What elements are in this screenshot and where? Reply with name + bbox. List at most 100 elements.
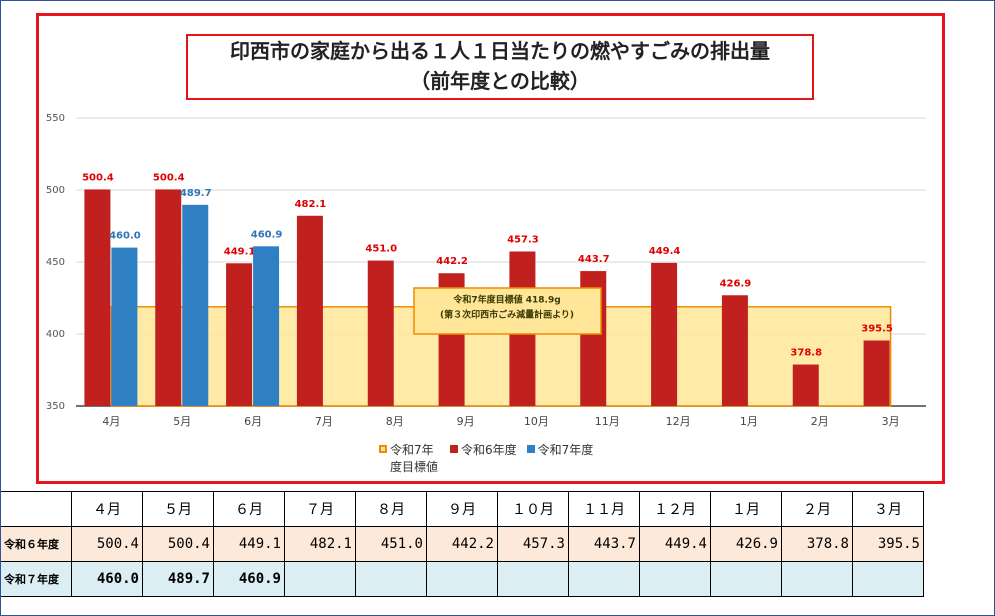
annotation-box xyxy=(413,287,602,335)
table-corner xyxy=(1,491,72,527)
data-label: 395.5 xyxy=(861,323,893,334)
table-header-cell: １２月 xyxy=(639,491,711,527)
table-row-label: 令和６年度 xyxy=(1,526,72,562)
annotation: (第３次印西市ごみ減量計画より) xyxy=(440,309,574,321)
table-cell: 482.1 xyxy=(284,526,356,562)
table-cell xyxy=(284,561,356,597)
legend: 令和7年度目標値 令和6年度 令和7年度 xyxy=(379,441,593,475)
y-tick-label: 350 xyxy=(46,401,65,412)
legend-item: 令和7年度 xyxy=(526,441,594,475)
table-cell xyxy=(426,561,498,597)
table-cell: 500.4 xyxy=(142,526,214,562)
legend-label: 令和6年度 xyxy=(461,443,517,457)
bar xyxy=(253,246,280,406)
legend-item: 令和6年度 xyxy=(450,441,517,475)
table-row: 令和７年度 460.0 489.7 460.9 xyxy=(1,561,924,597)
x-tick-label: 6月 xyxy=(244,415,262,428)
bar xyxy=(863,340,890,406)
table-cell: 443.7 xyxy=(568,526,640,562)
table-header-cell: ６月 xyxy=(213,491,285,527)
table-cell: 457.3 xyxy=(497,526,569,562)
y-tick-label: 550 xyxy=(46,113,65,124)
x-tick-label: 7月 xyxy=(315,415,333,428)
x-tick-label: 1月 xyxy=(740,415,758,428)
y-tick-label: 400 xyxy=(46,329,65,340)
table-cell: 460.9 xyxy=(213,561,285,597)
annotation: 令和7年度目標値 418.9g xyxy=(452,294,560,306)
data-label: 482.1 xyxy=(295,199,327,210)
bar xyxy=(792,364,819,406)
table-row-label: 令和７年度 xyxy=(1,561,72,597)
chart-frame xyxy=(36,13,945,484)
legend-label: 令和7年度 xyxy=(537,443,594,457)
table-header-cell: ２月 xyxy=(781,491,853,527)
legend-item: 令和7年度目標値 xyxy=(379,441,440,475)
table-header-cell: ７月 xyxy=(284,491,356,527)
table-cell xyxy=(497,561,569,597)
legend-label: 令和7年度目標値 xyxy=(390,443,439,474)
table-header-cell: １月 xyxy=(710,491,782,527)
table-row: 令和６年度 500.4 500.4 449.1 482.1 451.0 442.2 457.3… xyxy=(1,526,924,562)
bar xyxy=(296,215,323,406)
data-label: 500.4 xyxy=(153,172,185,183)
data-label: 442.2 xyxy=(436,256,468,267)
table-cell xyxy=(355,561,427,597)
chart-subtitle: （前年度との比較） xyxy=(410,69,590,93)
data-label: 443.7 xyxy=(578,254,610,265)
x-tick-label: 5月 xyxy=(173,415,191,428)
table-header-cell: ３月 xyxy=(852,491,924,527)
table-cell xyxy=(781,561,853,597)
data-label: 460.0 xyxy=(109,231,141,242)
table-header-cell: ９月 xyxy=(426,491,498,527)
x-tick-label: 11月 xyxy=(595,415,620,428)
table-cell: 449.4 xyxy=(639,526,711,562)
table-cell: 378.8 xyxy=(781,526,853,562)
title-box: 印西市の家庭から出る１人１日当たりの燃やすごみの排出量 （前年度との比較） xyxy=(186,34,814,100)
table-cell: 500.4 xyxy=(71,526,143,562)
data-table: ４月 ５月 ６月 ７月 ８月 ９月 １０月 １１月 １２月 １月 ２月 ３月 令和６年度 500.4 500… xyxy=(1,491,924,597)
bar xyxy=(651,262,678,406)
table-cell: 489.7 xyxy=(142,561,214,597)
bar xyxy=(721,295,748,406)
bar xyxy=(84,189,111,406)
table-header-cell: １０月 xyxy=(497,491,569,527)
data-label: 449.4 xyxy=(649,246,681,257)
chart: 350 400 450 500 550 500.4 500.4 449.1 482.1 451.0… xyxy=(46,113,926,428)
data-label: 489.7 xyxy=(180,188,212,199)
x-tick-label: 3月 xyxy=(882,415,900,428)
data-label: 457.3 xyxy=(507,234,539,245)
table-cell: 451.0 xyxy=(355,526,427,562)
bar xyxy=(182,204,209,406)
table-cell xyxy=(710,561,782,597)
data-label: 378.8 xyxy=(790,348,822,359)
legend-swatch xyxy=(450,445,458,453)
data-label: 451.0 xyxy=(365,244,397,255)
bar xyxy=(367,260,394,406)
x-tick-label: 4月 xyxy=(102,415,120,428)
data-label: 460.9 xyxy=(251,229,283,240)
table-cell xyxy=(852,561,924,597)
data-label: 426.9 xyxy=(720,278,752,289)
table-cell: 442.2 xyxy=(426,526,498,562)
table-header-cell: ８月 xyxy=(355,491,427,527)
x-tick-label: 10月 xyxy=(524,415,549,428)
table-cell: 460.0 xyxy=(71,561,143,597)
data-label: 500.4 xyxy=(82,172,114,183)
table-cell xyxy=(639,561,711,597)
table-cell: 426.9 xyxy=(710,526,782,562)
legend-swatch xyxy=(379,445,387,453)
legend-swatch xyxy=(526,445,535,453)
x-tick-label: 9月 xyxy=(457,415,475,428)
bar xyxy=(155,189,182,406)
table-cell: 395.5 xyxy=(852,526,924,562)
data-label: 449.1 xyxy=(224,246,256,257)
x-tick-label: 8月 xyxy=(386,415,404,428)
y-tick-label: 450 xyxy=(46,257,65,268)
table-cell xyxy=(568,561,640,597)
x-tick-label: 2月 xyxy=(811,415,829,428)
bar xyxy=(226,263,253,406)
table-cell: 449.1 xyxy=(213,526,285,562)
table-header-cell: １１月 xyxy=(568,491,640,527)
y-tick-label: 500 xyxy=(46,185,65,196)
